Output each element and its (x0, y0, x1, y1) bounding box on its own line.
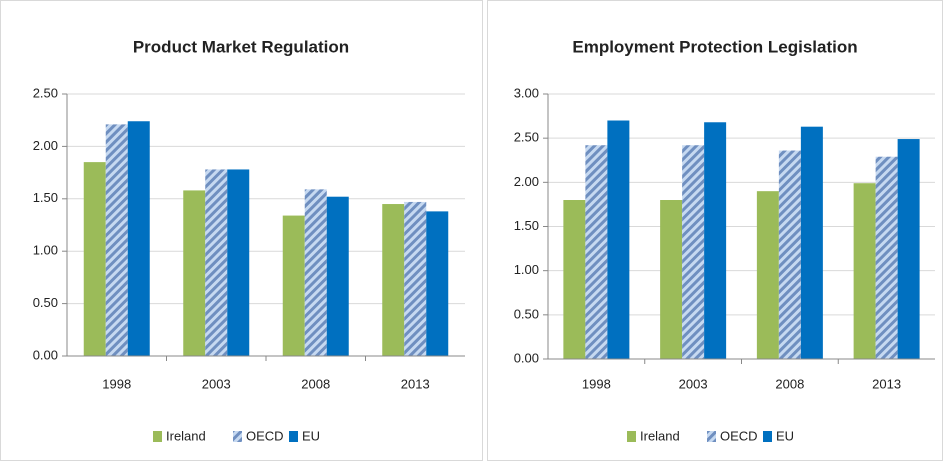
legend-swatch (233, 431, 242, 442)
bar (83, 162, 106, 356)
bar (660, 200, 683, 359)
bar (326, 196, 349, 356)
bar (897, 139, 920, 359)
legend-swatch (289, 431, 298, 442)
bar (426, 211, 449, 356)
y-tick-label: 0.50 (514, 306, 539, 321)
bar (227, 169, 250, 356)
bar (382, 204, 405, 356)
x-tick-label: 2008 (301, 376, 330, 391)
bar (607, 120, 630, 359)
y-tick-label: 2.00 (33, 138, 58, 153)
bar (105, 124, 128, 356)
x-tick-label: 2013 (401, 376, 430, 391)
legend-label: Ireland (166, 428, 206, 443)
y-tick-label: 1.00 (514, 262, 539, 277)
x-tick-label: 2003 (679, 376, 708, 391)
bar (585, 145, 608, 359)
legend-label: EU (776, 428, 794, 443)
bar (853, 183, 876, 359)
legend-label: EU (302, 428, 320, 443)
y-tick-label: 0.00 (33, 347, 58, 362)
y-tick-label: 2.50 (33, 85, 58, 100)
y-tick-label: 1.50 (514, 218, 539, 233)
y-tick-label: 1.00 (33, 243, 58, 258)
y-tick-label: 1.50 (33, 190, 58, 205)
legend-swatch (763, 431, 772, 442)
chart-title: Product Market Regulation (133, 37, 349, 56)
y-tick-label: 0.00 (514, 350, 539, 365)
y-tick-label: 3.00 (514, 85, 539, 100)
legend-swatch (627, 431, 636, 442)
legend-label: OECD (246, 428, 284, 443)
x-tick-label: 2008 (775, 376, 804, 391)
x-tick-label: 1998 (102, 376, 131, 391)
bar (682, 145, 705, 359)
legend-label: OECD (720, 428, 758, 443)
legend-swatch (153, 431, 162, 442)
y-tick-label: 0.50 (33, 295, 58, 310)
bar (800, 126, 823, 359)
bar (183, 190, 206, 356)
bar (205, 169, 228, 356)
x-tick-label: 1998 (582, 376, 611, 391)
y-tick-label: 2.50 (514, 130, 539, 145)
bar (778, 150, 801, 359)
y-tick-label: 2.00 (514, 174, 539, 189)
legend-swatch (707, 431, 716, 442)
bar (563, 200, 586, 359)
bar (756, 191, 779, 359)
bar (127, 121, 150, 356)
bar (282, 215, 305, 356)
chart-title: Employment Protection Legislation (572, 37, 857, 56)
bar (404, 201, 427, 356)
bar (704, 122, 727, 360)
legend-label: Ireland (640, 428, 680, 443)
bar (875, 156, 898, 359)
bar (304, 189, 327, 356)
x-tick-label: 2013 (872, 376, 901, 391)
x-tick-label: 2003 (202, 376, 231, 391)
